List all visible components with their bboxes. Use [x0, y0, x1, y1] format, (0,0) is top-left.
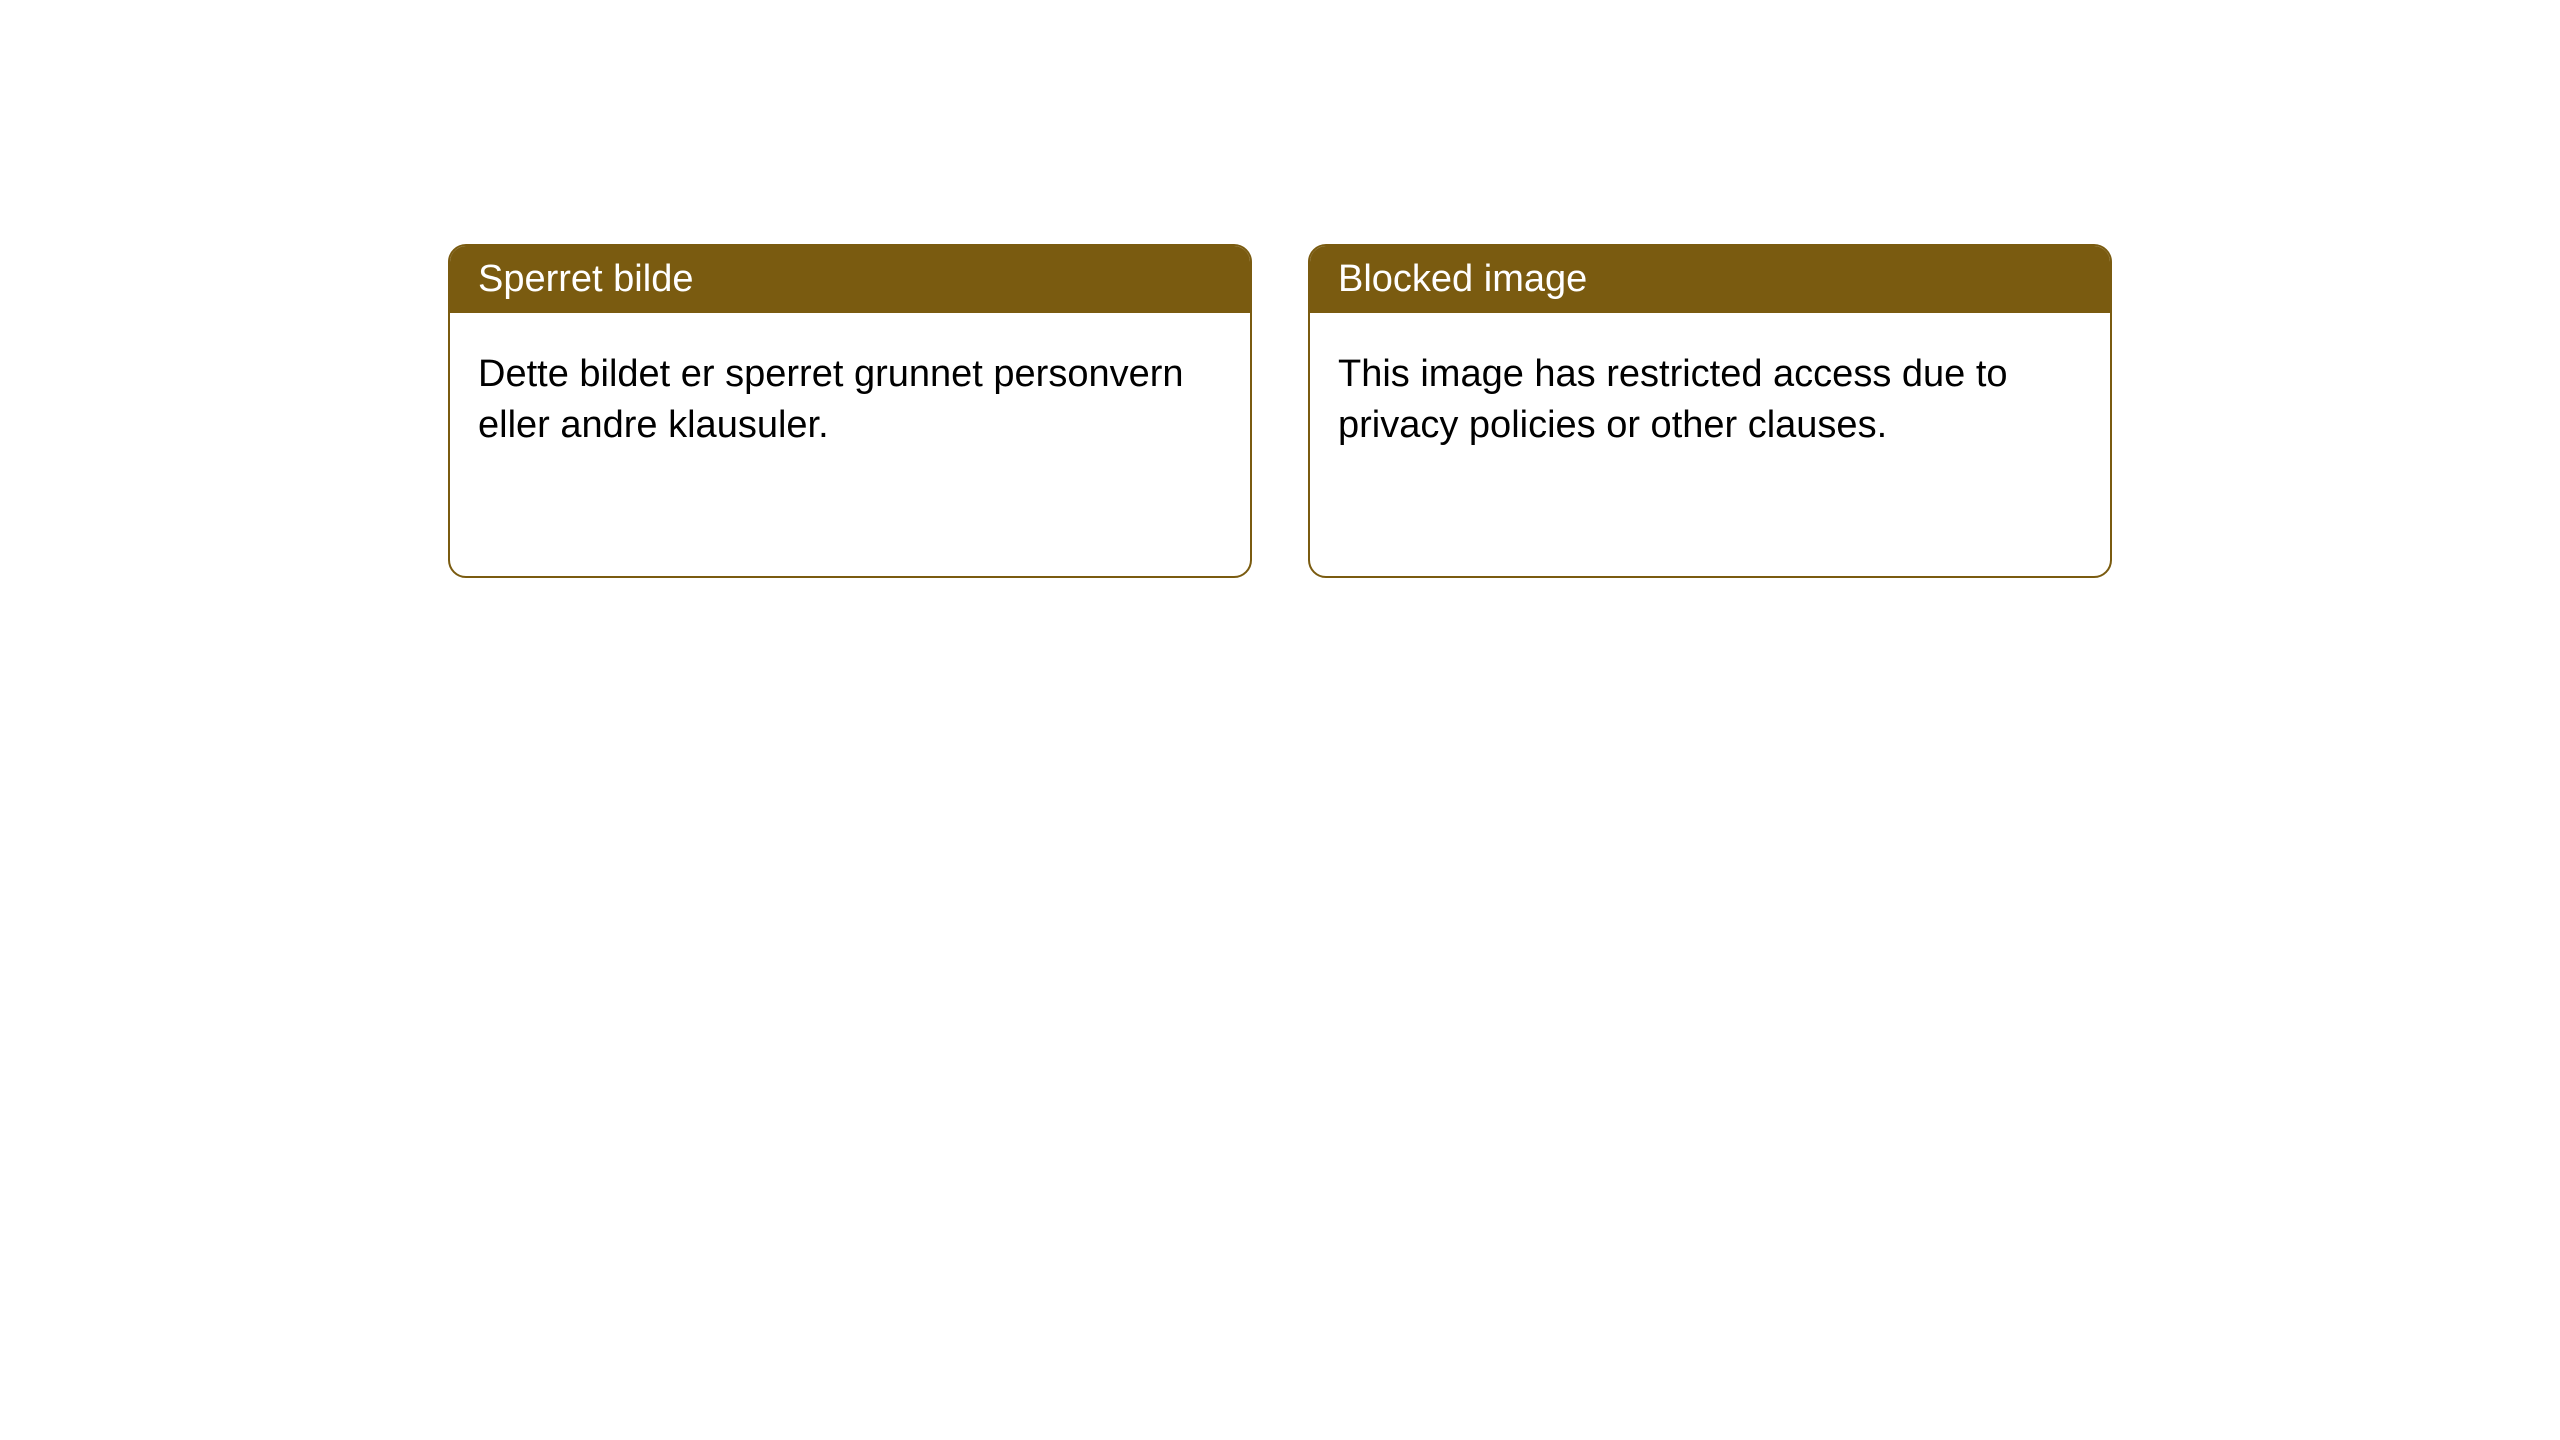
- notice-title-english: Blocked image: [1310, 246, 2110, 313]
- notice-card-english: Blocked image This image has restricted …: [1308, 244, 2112, 578]
- notice-body-norwegian: Dette bildet er sperret grunnet personve…: [450, 313, 1250, 488]
- notice-container: Sperret bilde Dette bildet er sperret gr…: [0, 0, 2560, 578]
- notice-title-norwegian: Sperret bilde: [450, 246, 1250, 313]
- notice-body-english: This image has restricted access due to …: [1310, 313, 2110, 488]
- notice-card-norwegian: Sperret bilde Dette bildet er sperret gr…: [448, 244, 1252, 578]
